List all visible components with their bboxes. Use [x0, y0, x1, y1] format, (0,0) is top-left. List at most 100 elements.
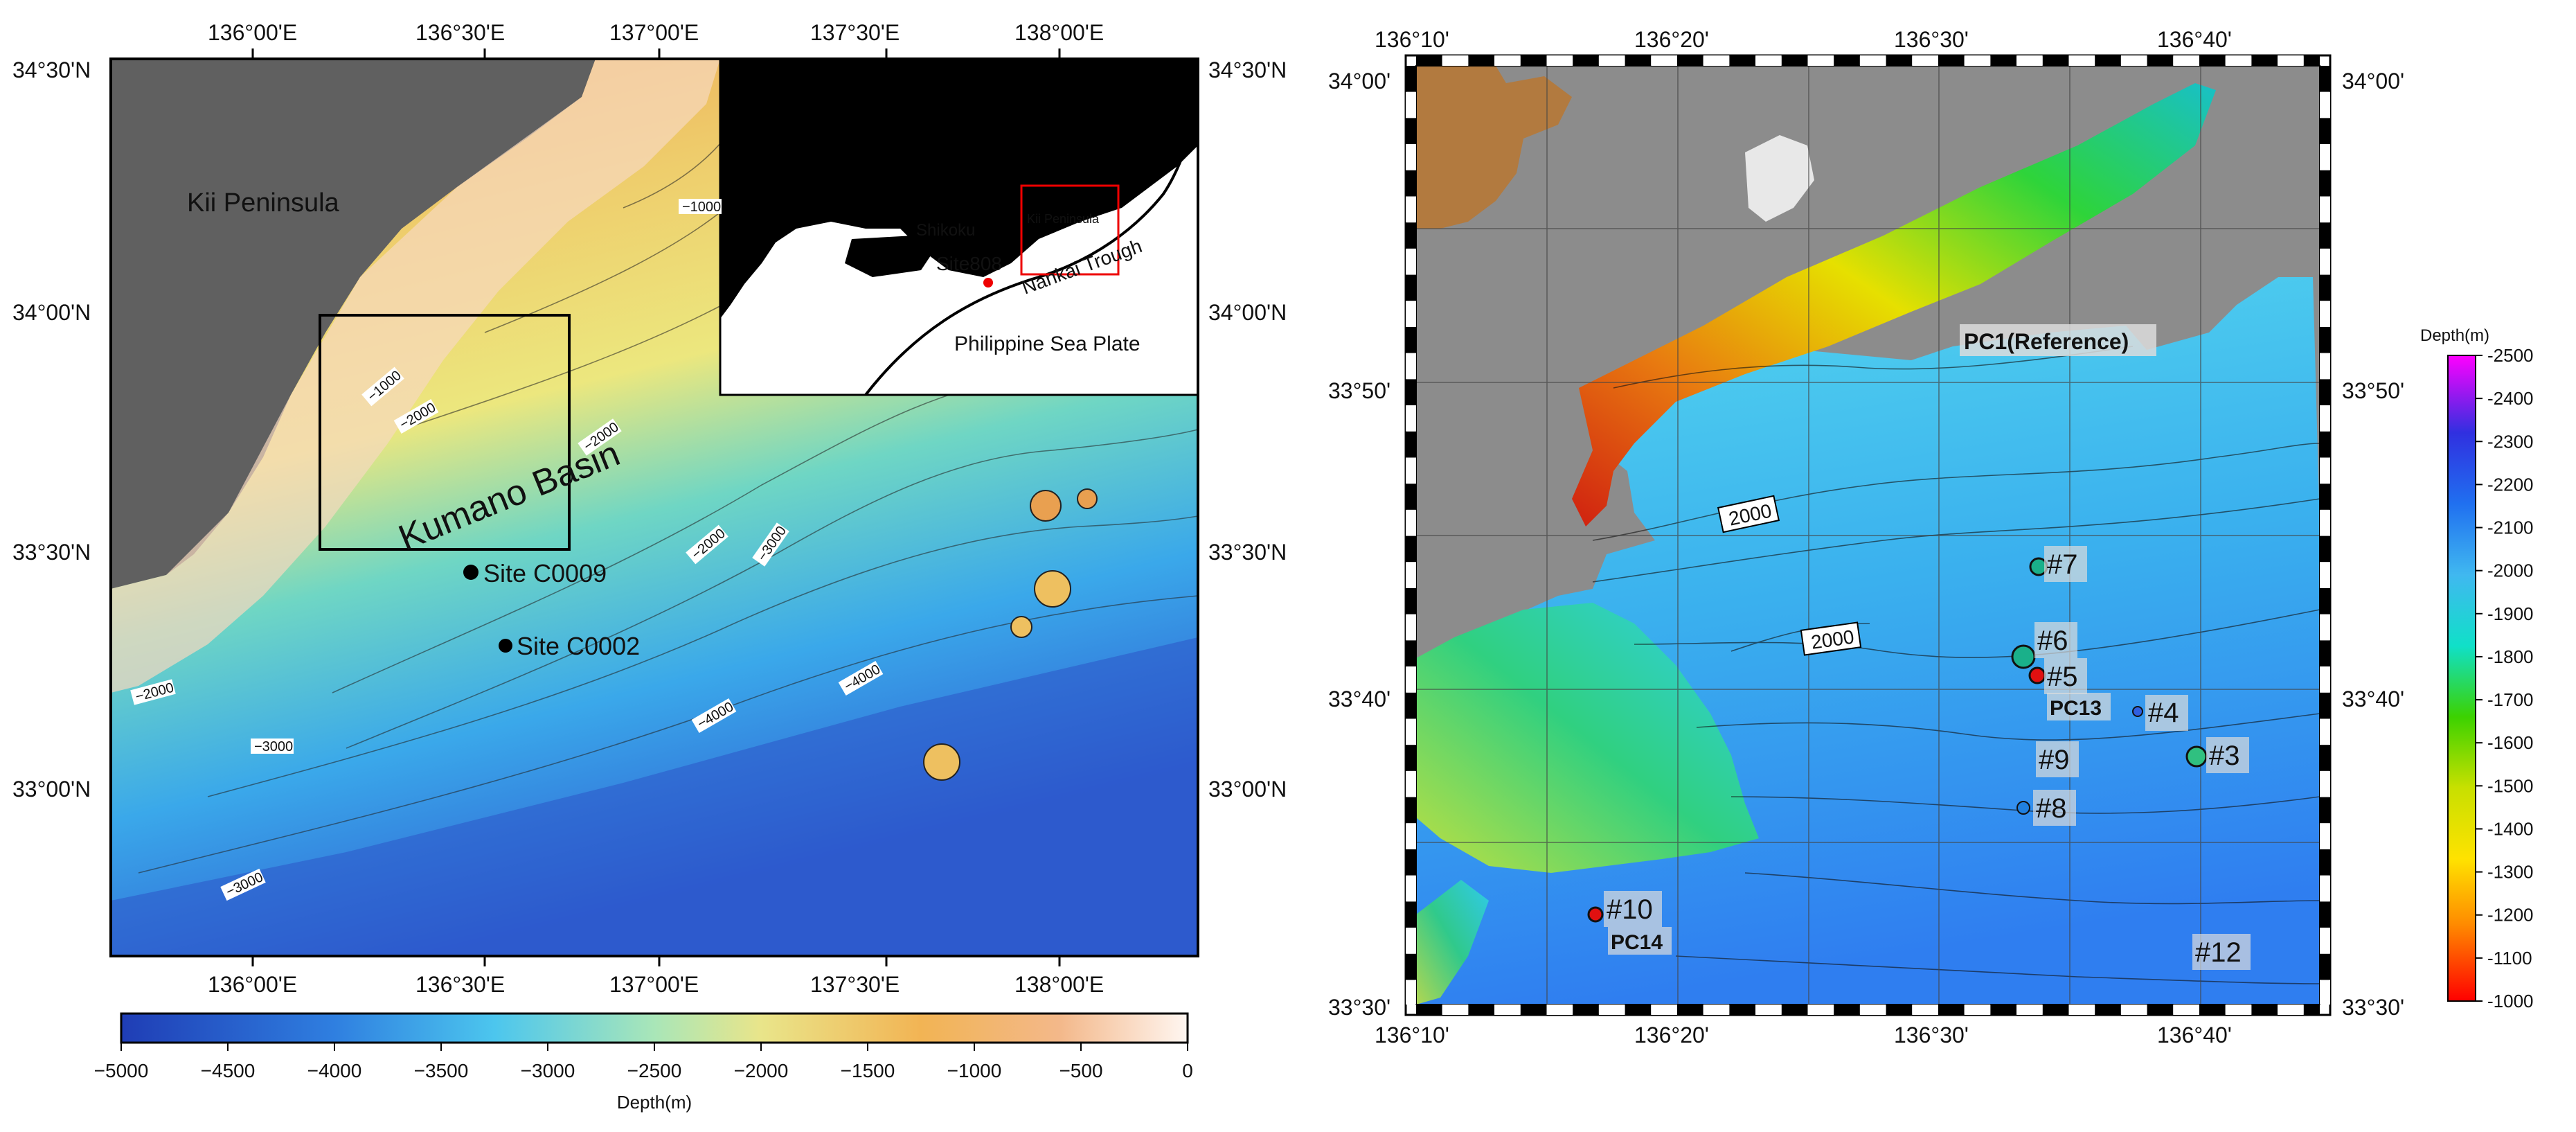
frame-segment: [2320, 614, 2330, 641]
inset-label-site808: Site808: [936, 253, 1002, 274]
frame-segment: [1406, 66, 1416, 92]
axis-tick-label: 33°50': [1328, 378, 1390, 403]
station-label: PC13: [2050, 697, 2102, 720]
frame-segment: [2016, 1005, 2043, 1015]
frame-segment: [1406, 353, 1416, 380]
frame-segment: [1520, 1005, 1547, 1015]
left-right-axis: 34°30'N 34°00'N 33°30'N 33°00'N: [1208, 58, 1287, 802]
frame-segment: [1406, 640, 1416, 667]
station-markers: [1587, 557, 2208, 923]
station-label: #12: [2195, 937, 2242, 968]
frame-segment: [1406, 901, 1416, 928]
right-right-axis: 34°00' 33°50' 33°40' 33°30': [2342, 69, 2404, 1020]
colorbar-tick-label: -1700: [2487, 689, 2534, 710]
frame-segment: [2199, 1005, 2226, 1015]
colorbar-tick-label: -1500: [2487, 775, 2534, 796]
colorbar-tick-label: -1800: [2487, 646, 2534, 667]
frame-segment: [1703, 55, 1730, 66]
axis-tick-label: 136°30': [1894, 27, 1969, 52]
colorbar-tick-label: -1900: [2487, 603, 2534, 624]
station-3-marker: [2185, 745, 2208, 768]
frame-segment: [1598, 1005, 1625, 1015]
station-6-marker: [2011, 644, 2036, 669]
axis-tick-label: 34°30'N: [12, 58, 91, 82]
frame-segment: [1468, 1005, 1495, 1015]
site-c0009-label: Site C0009: [483, 559, 607, 587]
frame-segment: [1406, 457, 1416, 484]
frame-segment: [1406, 823, 1416, 849]
inset-label-philippine-sea-plate: Philippine Sea Plate: [954, 333, 1141, 355]
colorbar-tick-label: -1400: [2487, 818, 2534, 839]
frame-segment: [2068, 1005, 2095, 1015]
study-area-box: [319, 314, 571, 551]
axis-tick-label: 34°30'N: [1208, 58, 1287, 82]
seamount: [923, 743, 960, 781]
frame-segment: [1406, 431, 1416, 458]
station-label: #6: [2037, 626, 2068, 656]
axis-tick-label: 136°20': [1634, 27, 1709, 52]
axis-tick-label: 136°10': [1375, 1023, 1449, 1047]
frame-segment: [2278, 1005, 2304, 1015]
frame-segment: [1406, 91, 1416, 118]
frame-segment: [1807, 55, 1834, 66]
left-bathymetry-map: Shikoku Kii Peninsula Site808 Nankai Tro…: [12, 20, 1287, 1113]
frame-segment: [1406, 170, 1416, 197]
station-label: #5: [2047, 662, 2078, 692]
frame-segment: [2320, 980, 2330, 1005]
frame-segment: [2320, 353, 2330, 380]
axis-tick-label: 33°40': [1328, 687, 1390, 711]
frame-segment: [2320, 327, 2330, 353]
left-top-axis: 136°00'E 136°30'E 137°00'E 137°30'E 138°…: [208, 20, 1104, 45]
frame-segment: [1781, 55, 1808, 66]
frame-segment: [2320, 196, 2330, 223]
axis-tick-label: 136°10': [1375, 27, 1449, 52]
frame-segment: [1912, 1005, 1938, 1015]
inset-japan-land: [720, 59, 1198, 319]
colorbar-tick-label: −2500: [627, 1060, 682, 1081]
colorbar-tick-label: -2000: [2487, 560, 2534, 581]
nankai-trough-line: [864, 131, 1192, 396]
seamount: [1034, 570, 1071, 608]
frame-segment: [2225, 55, 2252, 66]
frame-segment: [2120, 1005, 2147, 1015]
frame-segment: [1886, 55, 1913, 66]
station-labels: PC1(Reference) #7 #6 #5 PC13 #4 #3 #9 #8…: [1604, 324, 2251, 970]
station-label: PC1(Reference): [1964, 329, 2129, 354]
station-label: #10: [1607, 894, 1653, 925]
frame-segment: [1703, 1005, 1730, 1015]
axis-tick-label: 33°40': [2342, 687, 2404, 711]
frame-segment: [1416, 55, 1442, 66]
station-label: #3: [2209, 741, 2240, 771]
axis-tick-label: 33°00'N: [12, 777, 91, 802]
axis-tick-label: 136°30': [1894, 1023, 1969, 1047]
left-map-deep-trough: [111, 637, 1198, 956]
right-top-axis: 136°10' 136°20' 136°30' 136°40': [1375, 27, 2232, 52]
contour-label: −1000: [682, 200, 721, 215]
axis-tick-label: 138°00'E: [1014, 20, 1104, 45]
seamount: [1010, 616, 1032, 638]
frame-segment: [2320, 222, 2330, 249]
frame-segment: [2147, 55, 2174, 66]
site-c0009-marker: [463, 565, 478, 580]
frame-segment: [2278, 55, 2304, 66]
frame-segment: [2016, 55, 2043, 66]
frame-segment: [1573, 1005, 1599, 1015]
right-map-continental-slope: [1572, 83, 2216, 527]
frame-segment: [1406, 222, 1416, 249]
frame-segment: [1406, 718, 1416, 745]
frame-segment: [2199, 55, 2226, 66]
frame-segment: [2320, 562, 2330, 588]
frame-segment: [2042, 55, 2069, 66]
colorbar-tick-label: -1000: [2487, 991, 2534, 1011]
frame-segment: [1406, 118, 1416, 145]
axis-tick-label: 136°40': [2157, 27, 2232, 52]
right-map-graticule: [1416, 66, 2320, 1005]
frame-segment: [1677, 55, 1703, 66]
right-map-land: [1416, 66, 1572, 229]
colorbar-tick-label: -1600: [2487, 732, 2534, 753]
inset-label-shikoku: Shikoku: [916, 221, 975, 240]
frame-segment: [2320, 692, 2330, 719]
station-4-marker: [2132, 706, 2143, 717]
frame-segment: [2225, 1005, 2252, 1015]
frame-segment: [2320, 797, 2330, 824]
